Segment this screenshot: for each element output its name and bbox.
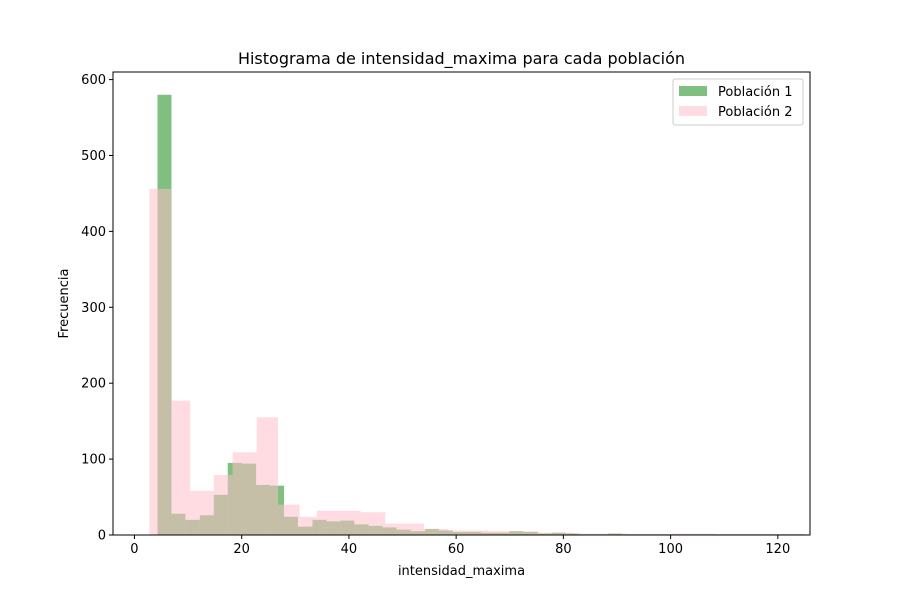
legend-swatch-poblacion-2 xyxy=(679,106,707,116)
series-2-bar-7 xyxy=(278,504,300,535)
series-2-bar-14 xyxy=(488,531,540,535)
series-2-bar-5 xyxy=(232,452,257,535)
series-2-bar-16 xyxy=(574,533,628,535)
y-tick-label: 0 xyxy=(98,529,106,544)
plot-frame xyxy=(112,71,811,536)
series-2-bars xyxy=(149,188,800,535)
x-tick-label: 100 xyxy=(658,542,683,557)
y-tick-label: 200 xyxy=(81,377,106,392)
series-2-bar-8 xyxy=(299,516,317,535)
y-tick-label: 400 xyxy=(81,225,106,240)
series-2-bar-3 xyxy=(190,490,214,535)
chart-title: Histograma de intensidad_maxima para cad… xyxy=(238,49,685,69)
series-2-bar-1 xyxy=(149,188,171,535)
ticks-layer: 0 20 40 60 80 100 120 0 100 200 300 400 500 600 xyxy=(81,73,790,557)
series-2-bar-9 xyxy=(316,510,361,535)
series-2-bar-12 xyxy=(423,528,449,535)
y-tick-label: 300 xyxy=(81,301,106,316)
series-2-bar-15 xyxy=(539,532,575,535)
series-2-bar-2 xyxy=(170,400,191,535)
x-axis-label: intensidad_maxima xyxy=(398,564,525,579)
legend-label-poblacion-1: Población 1 xyxy=(718,85,793,100)
series-2-bar-4 xyxy=(213,475,233,535)
series-2-bar-10 xyxy=(360,512,386,535)
x-tick-label: 80 xyxy=(555,542,572,557)
x-tick-label: 40 xyxy=(341,542,358,557)
legend-swatch-poblacion-1 xyxy=(679,86,707,96)
series-2-bar-18 xyxy=(670,533,714,535)
x-tick-label: 0 xyxy=(130,542,138,557)
legend-label-poblacion-2: Población 2 xyxy=(718,105,793,120)
x-tick-label: 120 xyxy=(765,542,790,557)
series-2-bar-6 xyxy=(256,417,279,535)
y-tick-label: 100 xyxy=(81,453,106,468)
x-tick-label: 20 xyxy=(233,542,250,557)
y-axis-label: Frecuencia xyxy=(57,269,72,339)
y-tick-label: 500 xyxy=(81,149,106,164)
series-2-bar-13 xyxy=(448,530,489,535)
bars-layer xyxy=(149,94,805,535)
legend: Población 1 Población 2 xyxy=(672,78,804,126)
series-2-bar-11 xyxy=(385,523,424,535)
y-tick-label: 600 xyxy=(81,73,106,88)
x-tick-label: 60 xyxy=(448,542,465,557)
